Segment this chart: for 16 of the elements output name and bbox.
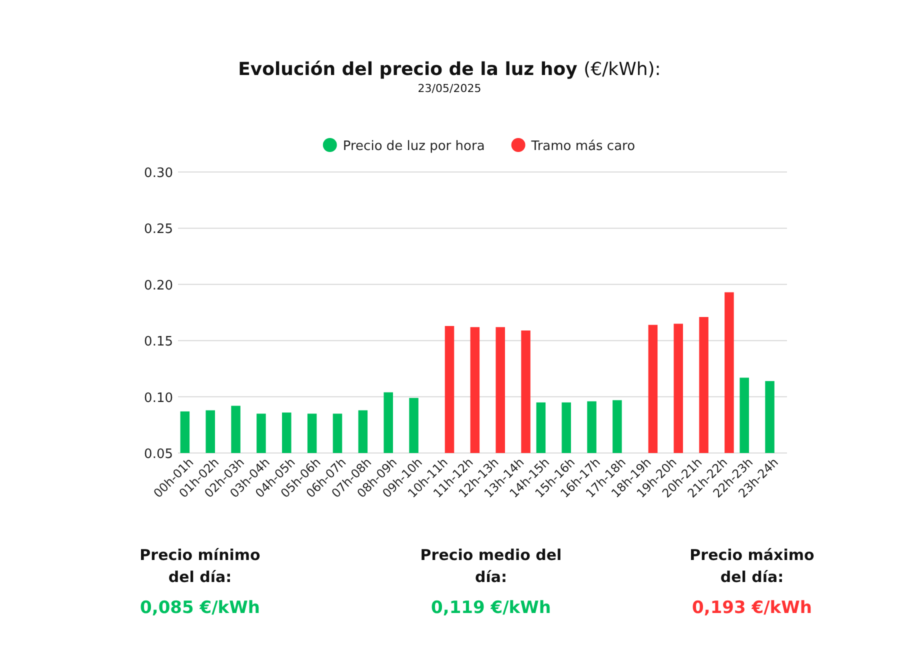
y-tick-label: 0.30: [144, 166, 173, 181]
text: Precio máximo del día:: [690, 546, 814, 586]
text: Precio medio del día:: [420, 546, 562, 586]
legend-label: Precio de luz por hora: [342, 139, 485, 154]
text: 0,119 €/kWh: [431, 598, 551, 618]
chart-subtitle: 23/05/2025: [418, 82, 482, 95]
y-tick-label: 0.25: [144, 222, 173, 238]
text: Precio mínimo del día:: [140, 546, 260, 586]
text: 0,085 €/kWh: [140, 598, 260, 618]
legend-label: Tramo más caro: [530, 139, 636, 154]
y-tick-label: 0.10: [144, 390, 173, 406]
chart-title: Evolución del precio de la luz hoy (€/kWh):: [238, 59, 661, 80]
y-tick-label: 0.15: [144, 334, 173, 350]
text: 0,193 €/kWh: [692, 598, 812, 618]
y-tick-label: 0.20: [144, 278, 173, 294]
y-tick-label: 0.05: [144, 447, 173, 462]
